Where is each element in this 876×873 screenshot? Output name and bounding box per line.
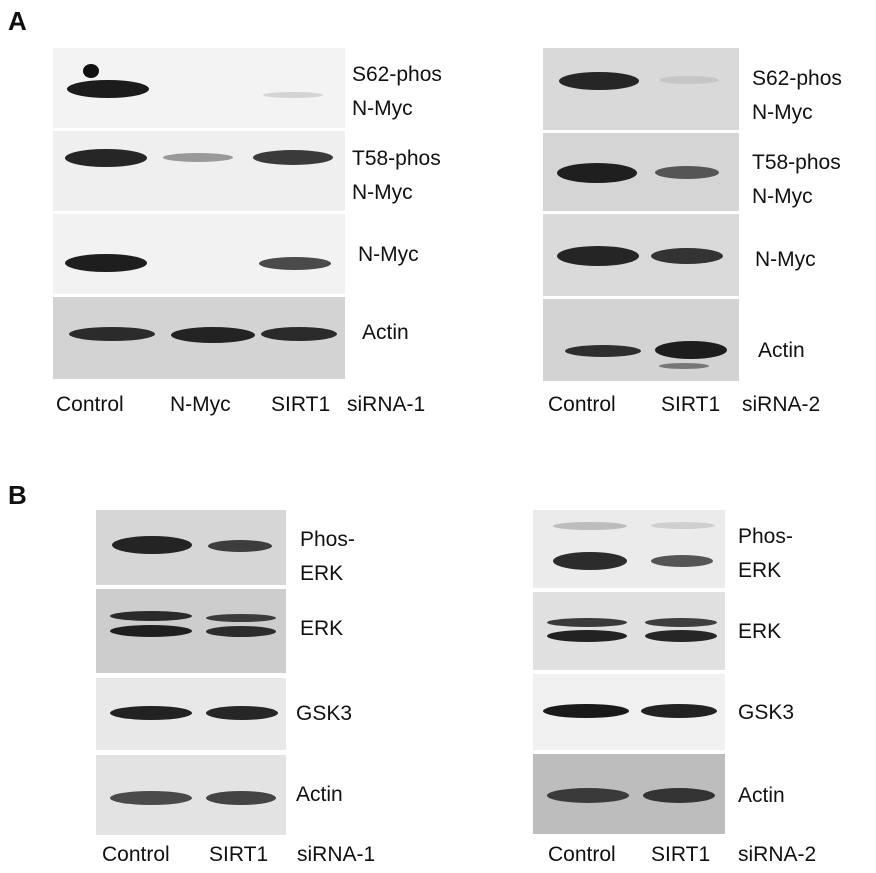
label-phos-line1: Phos- [300, 528, 355, 551]
band [659, 363, 709, 369]
strip-s62-left [53, 48, 345, 128]
label-t58-line2: N-Myc [352, 181, 413, 204]
lane-label: siRNA-1 [347, 393, 426, 416]
label-phos-line2: ERK [300, 562, 344, 585]
band [253, 150, 333, 165]
strip-actin-left [53, 297, 345, 379]
band [655, 341, 727, 359]
strip-nmyc-left [53, 214, 345, 294]
band [553, 552, 627, 570]
band [65, 149, 147, 167]
label-t58-line2: N-Myc [752, 185, 813, 208]
band [553, 522, 627, 530]
lane-label: SIRT1 [271, 393, 331, 416]
label-t58-line1: T58-phos [352, 147, 441, 170]
band [206, 614, 276, 622]
lane-label: N-Myc [170, 393, 231, 416]
band [171, 327, 255, 343]
label-actin: Actin [758, 339, 805, 362]
lane-label: Control [548, 843, 616, 866]
band [641, 704, 717, 718]
label-nmyc: N-Myc [358, 243, 419, 266]
strip-phos-erk-right [533, 510, 725, 588]
label-nmyc: N-Myc [755, 248, 816, 271]
label-gsk3: GSK3 [738, 701, 795, 724]
band [263, 92, 323, 98]
band [110, 625, 192, 637]
label-phos-line2: ERK [738, 559, 782, 582]
strip-gsk3-right [533, 674, 725, 750]
panel-b-letter: B [8, 480, 27, 510]
band [651, 522, 715, 529]
strip-nmyc-right [543, 214, 739, 296]
label-erk: ERK [738, 620, 782, 643]
band [651, 248, 723, 264]
band [547, 618, 627, 627]
band [206, 706, 278, 720]
lane-label: siRNA-2 [738, 843, 817, 866]
label-s62-line1: S62-phos [352, 63, 442, 86]
band [261, 327, 337, 341]
strip-gsk3-left [96, 678, 286, 750]
band [559, 72, 639, 90]
band [112, 536, 192, 554]
band [645, 618, 717, 627]
strip-erk-right [533, 592, 725, 670]
band [655, 166, 719, 179]
band [547, 630, 627, 642]
band [565, 345, 641, 357]
label-s62-line2: N-Myc [352, 97, 413, 120]
lane-label: Control [56, 393, 124, 416]
panel-a-letter: A [8, 6, 27, 36]
lane-label: SIRT1 [661, 393, 721, 416]
strip-s62-right [543, 48, 739, 130]
lane-label: Control [548, 393, 616, 416]
strip-erk-left [96, 589, 286, 673]
band [645, 630, 717, 642]
lane-label: Control [102, 843, 170, 866]
label-actin: Actin [738, 784, 785, 807]
band [67, 80, 149, 98]
label-s62-line1: S62-phos [752, 67, 842, 90]
band [557, 246, 639, 266]
strip-phos-erk-left [96, 510, 286, 585]
band [163, 153, 233, 162]
band [110, 706, 192, 720]
band [65, 254, 147, 272]
label-actin: Actin [362, 321, 409, 344]
band [259, 257, 331, 270]
strip-t58-right [543, 133, 739, 211]
band [110, 791, 192, 805]
lane-label: SIRT1 [651, 843, 711, 866]
band [659, 76, 719, 84]
lane-label: siRNA-1 [297, 843, 376, 866]
strip-actin-right-b [533, 754, 725, 834]
band [110, 611, 192, 621]
label-actin: Actin [296, 783, 343, 806]
band [547, 788, 629, 803]
label-t58-line1: T58-phos [752, 151, 841, 174]
band [651, 555, 713, 567]
label-gsk3: GSK3 [296, 702, 353, 725]
strip-t58-left [53, 131, 345, 211]
band [543, 704, 629, 718]
band [643, 788, 715, 803]
band [208, 540, 272, 552]
label-erk: ERK [300, 617, 344, 640]
band [83, 64, 99, 78]
band [206, 791, 276, 805]
label-phos-line1: Phos- [738, 525, 793, 548]
label-s62-line2: N-Myc [752, 101, 813, 124]
strip-actin-right [543, 299, 739, 381]
band [206, 626, 276, 637]
lane-label: siRNA-2 [742, 393, 821, 416]
band [557, 163, 637, 183]
band [69, 327, 155, 341]
strip-actin-left-b [96, 755, 286, 835]
lane-label: SIRT1 [209, 843, 269, 866]
